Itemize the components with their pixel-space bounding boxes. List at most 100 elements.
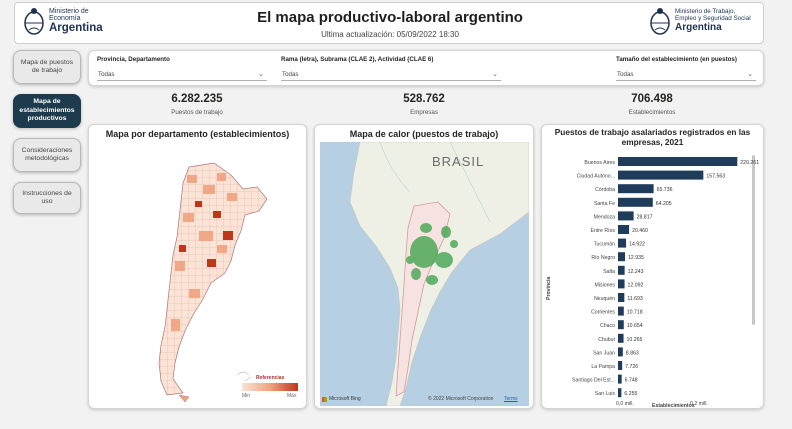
filters-panel: Provincia, Departamento Todas ⌄ Rama (le…	[88, 50, 764, 86]
data-label: 220.261	[740, 160, 759, 166]
filter-label-rama: Rama (letra), Subrama (CLAE 2), Activida…	[281, 56, 434, 63]
logo-line-3: Argentina	[675, 21, 722, 33]
nav-mapa-establecimientos-button[interactable]: Mapa de establecimientos productivos	[13, 94, 81, 128]
legend-title: Referencias	[256, 375, 285, 381]
category-label: Corrientes	[591, 310, 615, 316]
category-label: Córdoba	[595, 187, 615, 193]
heat-map-canvas[interactable]: BRASIL Microsoft Bing © 2022 Microsoft C…	[320, 142, 529, 406]
category-label: Chaco	[600, 323, 615, 329]
country-label-brasil: BRASIL	[432, 154, 485, 169]
category-label: Ciudad Autóno...	[577, 174, 615, 180]
legend-max-label: Máx	[287, 393, 297, 399]
data-label: 8.863	[626, 350, 639, 356]
data-label: 10.718	[627, 310, 643, 316]
bars-group: Buenos Aires 220.261 Ciudad Autóno... 157.5…	[572, 157, 759, 398]
logo-line-1: Ministerio de	[49, 7, 89, 15]
category-label: Entre Ríos	[590, 228, 615, 234]
data-label: 65.736	[657, 187, 673, 193]
bar[interactable]	[618, 184, 654, 194]
kpi-puestos-value: 6.282.235	[171, 93, 223, 105]
logo-line-3: Argentina	[49, 21, 103, 34]
bar[interactable]	[618, 265, 625, 275]
map-departamentos-title: Mapa por departamento (establecimientos)	[105, 129, 290, 139]
bar-chart-svg[interactable]: Provincia 0,0 mill. 0,2 mill. Establecim…	[542, 155, 765, 410]
logo-line-2: Empleo y Seguridad Social	[675, 14, 751, 22]
data-label: 12.935	[628, 255, 644, 261]
bar[interactable]	[618, 238, 627, 248]
bar[interactable]	[618, 211, 634, 221]
bar[interactable]	[618, 293, 625, 302]
bar[interactable]	[618, 388, 622, 398]
data-label: 10.654	[627, 323, 643, 329]
header-bar: Ministerio de Economía Argentina El mapa…	[14, 2, 764, 44]
map-terms-link[interactable]: Terms	[504, 396, 518, 402]
ministerio-trabajo-logo: Ministerio de Trabajo, Empleo y Segurida…	[649, 6, 751, 36]
category-label: Buenos Aires	[584, 160, 615, 166]
kpi-establecimientos-label: Establecimientos	[628, 109, 676, 116]
heat-map-svg	[349, 142, 529, 406]
data-label: 20.460	[632, 228, 648, 234]
map-departamentos-panel: Mapa por departamento (establecimientos)…	[88, 124, 307, 409]
bar[interactable]	[618, 197, 653, 207]
bar[interactable]	[618, 320, 624, 330]
national-emblem-icon	[650, 8, 670, 35]
bing-brand-label: Microsoft Bing	[329, 396, 361, 402]
chevron-down-icon: ⌄	[492, 71, 498, 78]
microsoft-logo-icon	[322, 396, 327, 402]
bar[interactable]	[618, 170, 704, 180]
data-label: 14.922	[629, 242, 645, 248]
chevron-down-icon: ⌄	[258, 71, 264, 78]
chart-title: Puestos de trabajo asalariados registrad…	[554, 127, 751, 147]
kpi-empresas-value: 528.762	[403, 93, 445, 105]
x-tick-label-1: 0,2 mill.	[690, 401, 708, 407]
bar[interactable]	[618, 333, 624, 343]
data-label: 11.693	[627, 296, 643, 302]
last-updated-text: Ultima actualización: 05/09/2022 18:30	[321, 30, 459, 39]
data-label: 28.817	[637, 214, 653, 220]
data-label: 6.748	[625, 378, 638, 384]
category-label: Chubut	[598, 337, 615, 343]
filter-provincia-dropdown[interactable]: Todas ⌄	[97, 68, 267, 81]
bar[interactable]	[618, 279, 625, 289]
y-axis-title: Provincia	[546, 277, 552, 300]
legend-min-label: Min	[242, 393, 251, 399]
chart-scrollbar[interactable]	[752, 155, 755, 325]
kpi-establecimientos-value: 706.498	[631, 93, 673, 105]
data-label: 12.092	[628, 282, 644, 288]
nav-instrucciones-button[interactable]: Instrucciones de uso	[13, 182, 81, 214]
bar[interactable]	[618, 157, 738, 166]
bar[interactable]	[618, 306, 624, 316]
category-label: Misiones	[595, 282, 616, 288]
nav-mapa-puestos-button[interactable]: Mapa de puestos de trabajo	[13, 50, 81, 84]
logo-line-1: Ministerio de Trabajo,	[675, 8, 736, 16]
bing-attribution: Microsoft Bing	[322, 396, 361, 402]
filter-label-provincia: Provincia, Departamento	[97, 56, 170, 63]
data-label: 7.726	[625, 364, 638, 370]
south-america-land	[349, 142, 529, 406]
bar[interactable]	[618, 225, 630, 234]
data-label: 157.563	[706, 174, 725, 180]
legend-gradient	[242, 383, 298, 391]
chevron-down-icon: ⌄	[747, 71, 753, 78]
bar-chart-panel: Puestos de trabajo asalariados registrad…	[541, 124, 764, 409]
bar[interactable]	[618, 361, 623, 370]
filter-tamano-dropdown[interactable]: Todas ⌄	[616, 68, 756, 81]
map-copyright: © 2022 Microsoft Corporation	[428, 396, 494, 402]
kpi-empresas-label: Empresas	[410, 109, 438, 116]
argentina-shape	[158, 162, 268, 396]
map-heat-panel: Mapa de calor (puestos de trabajo) BRASI…	[314, 124, 534, 409]
argentina-choropleth-map[interactable]	[119, 149, 289, 404]
category-label: Salta	[603, 269, 615, 275]
nav-consideraciones-button[interactable]: Consideraciones metodológicas	[13, 138, 81, 172]
map-heat-title: Mapa de calor (puestos de trabajo)	[349, 129, 499, 139]
category-label: San Luis	[595, 391, 616, 397]
data-label: 64.205	[656, 201, 672, 207]
bar[interactable]	[618, 252, 626, 262]
bar[interactable]	[618, 347, 623, 357]
filter-rama-dropdown[interactable]: Todas ⌄	[281, 68, 501, 81]
bar[interactable]	[618, 374, 622, 384]
category-label: La Pampa	[591, 364, 615, 370]
national-emblem-icon	[24, 8, 44, 35]
x-axis-title: Establecimientos	[652, 403, 695, 409]
data-label: 6.255	[624, 391, 637, 397]
